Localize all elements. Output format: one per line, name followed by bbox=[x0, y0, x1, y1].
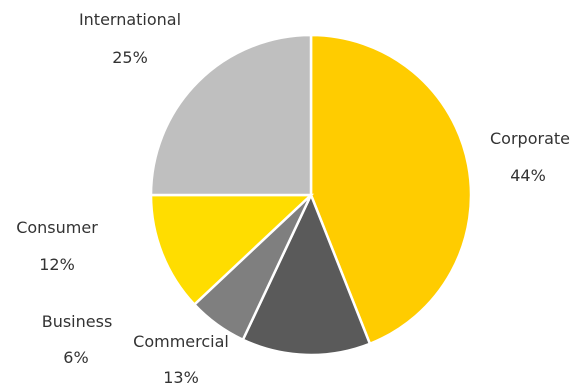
slice-label-business: Business bbox=[42, 312, 113, 331]
slice-label-international: International bbox=[79, 10, 181, 29]
slice-label-consumer: Consumer bbox=[16, 218, 98, 237]
pie-slice-corporate bbox=[309, 33, 473, 346]
slice-value-corporate: 44% bbox=[510, 166, 546, 185]
pie-slice-international bbox=[149, 33, 313, 197]
pie-slice-commercial bbox=[241, 191, 372, 357]
pie-slice-consumer bbox=[149, 193, 315, 307]
slice-value-business: 6% bbox=[63, 348, 88, 367]
slice-value-commercial: 13% bbox=[163, 368, 199, 387]
slice-label-corporate: Corporate bbox=[490, 129, 570, 148]
pie-slices bbox=[149, 33, 473, 357]
slice-value-consumer: 12% bbox=[39, 255, 75, 274]
slice-label-commercial: Commercial bbox=[133, 332, 229, 351]
slice-value-international: 25% bbox=[112, 48, 148, 67]
